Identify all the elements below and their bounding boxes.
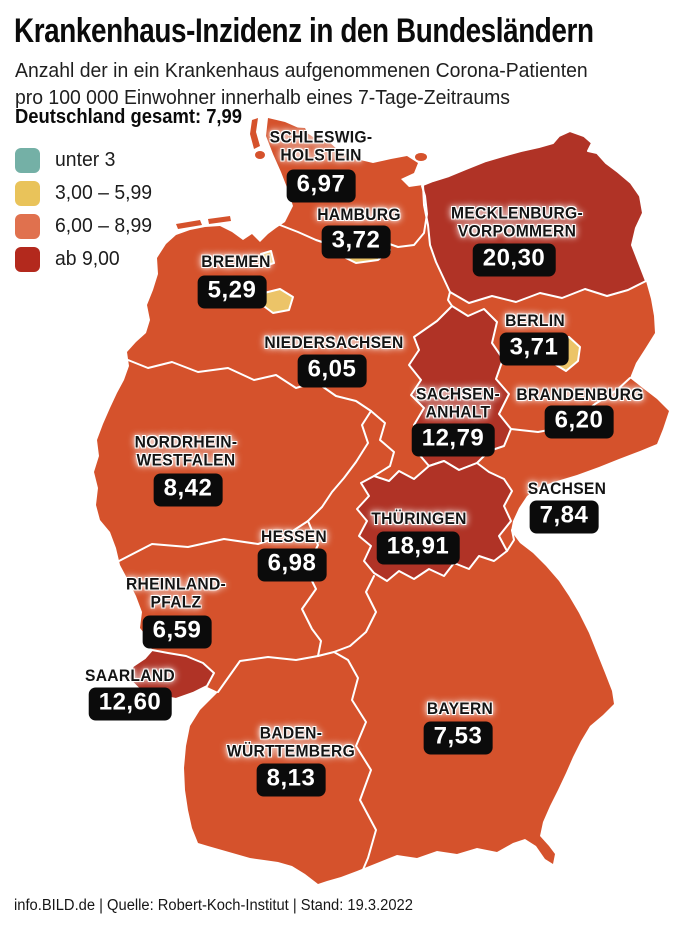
border-sn-by bbox=[506, 529, 515, 552]
state-shape-mecklenburg-vorpommern bbox=[422, 130, 647, 304]
border-ni-nw bbox=[127, 359, 372, 412]
island-fehmarn bbox=[415, 153, 427, 161]
source-credit: info.BILD.de | Quelle: Robert-Koch-Insti… bbox=[14, 897, 413, 914]
border-ni-he bbox=[370, 410, 395, 477]
legend-label: 6,00 – 8,99 bbox=[55, 215, 153, 237]
state-borders bbox=[118, 185, 631, 873]
state-shape-sachsen-anhalt bbox=[408, 305, 512, 471]
legend-swatch bbox=[15, 148, 40, 173]
germany-total-label: Deutschland gesamt: 7,99 bbox=[15, 106, 243, 128]
border-nw-rp bbox=[118, 520, 309, 562]
legend-row: ab 9,00 bbox=[15, 243, 155, 276]
subtitle-line-1: Anzahl der in ein Krankenhaus aufgenomme… bbox=[15, 60, 588, 82]
legend-row: 6,00 – 8,99 bbox=[15, 210, 155, 243]
island-eastfrisian-2 bbox=[208, 216, 231, 224]
legend-swatch bbox=[15, 247, 40, 272]
state-shape-bremerhaven bbox=[260, 250, 275, 267]
legend-swatch bbox=[15, 181, 40, 206]
page-title: Krankenhaus-Inzidenz in den Bundesländer… bbox=[14, 12, 594, 50]
legend-row: 3,00 – 5,99 bbox=[15, 177, 155, 210]
island-sylt bbox=[250, 118, 260, 149]
border-bw-by bbox=[333, 651, 377, 873]
island-eastfrisian-1 bbox=[176, 220, 202, 229]
subtitle-line-2: pro 100 000 Einwohner innerhalb eines 7-… bbox=[15, 87, 511, 109]
legend: unter 3 3,00 – 5,99 6,00 – 8,99 ab 9,00 bbox=[15, 144, 155, 276]
page-subtitle: Anzahl der in ein Krankenhaus aufgenomme… bbox=[15, 58, 588, 112]
border-ni-bb bbox=[447, 291, 453, 307]
legend-label: 3,00 – 5,99 bbox=[55, 182, 153, 204]
border-rp-bw bbox=[217, 655, 319, 693]
island-northfrisian-strip bbox=[272, 126, 308, 134]
legend-swatch bbox=[15, 214, 40, 239]
legend-label: ab 9,00 bbox=[55, 248, 120, 270]
island-foehr bbox=[255, 151, 265, 159]
state-shape-saarland bbox=[127, 649, 215, 700]
legend-row: unter 3 bbox=[15, 144, 155, 177]
border-nw-he bbox=[307, 410, 372, 522]
legend-label: unter 3 bbox=[55, 149, 116, 171]
